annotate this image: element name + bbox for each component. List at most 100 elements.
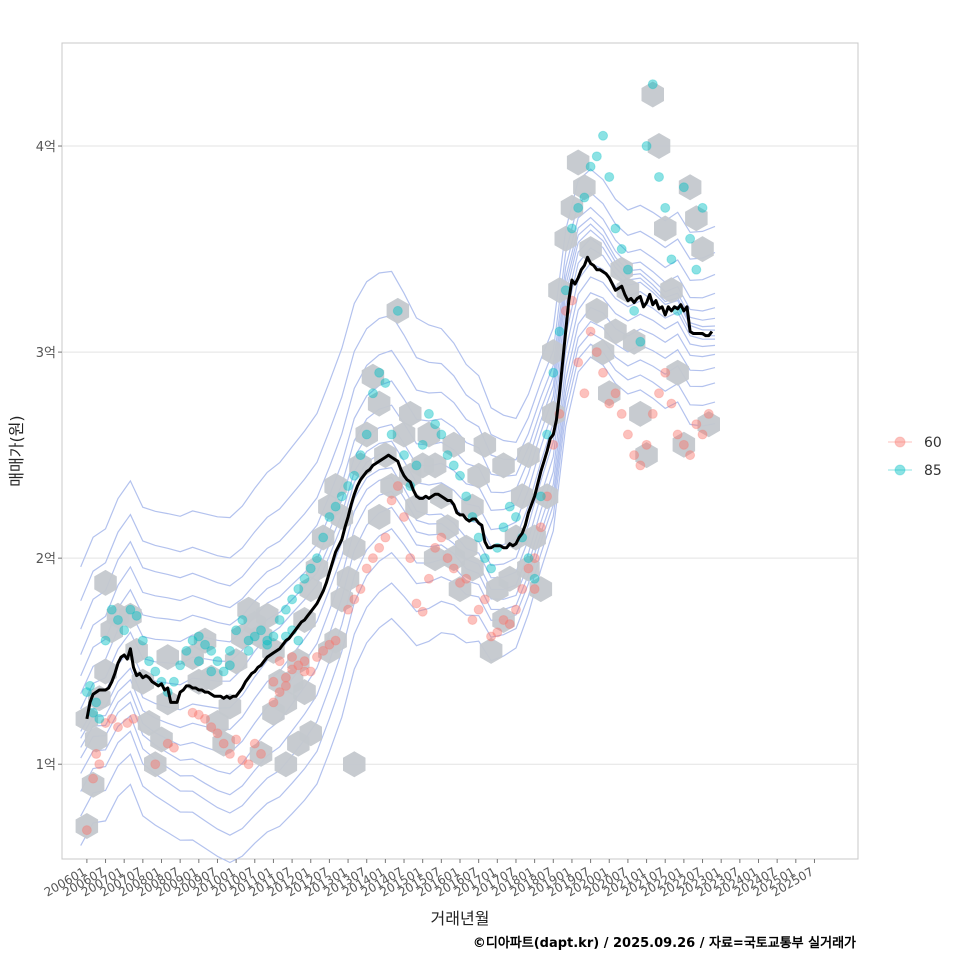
point-85 xyxy=(293,584,304,595)
point-60 xyxy=(498,614,509,625)
point-60 xyxy=(81,825,92,836)
hex-bin xyxy=(685,205,708,232)
contour-line-11 xyxy=(80,223,716,677)
point-60 xyxy=(193,709,204,720)
point-85 xyxy=(144,656,155,667)
point-60 xyxy=(231,734,242,745)
point-60 xyxy=(467,614,478,625)
hex-bin xyxy=(218,693,242,720)
point-60 xyxy=(380,532,391,543)
point-85 xyxy=(84,680,95,691)
hex-bin xyxy=(94,569,117,596)
point-85 xyxy=(442,450,453,461)
point-85 xyxy=(119,625,130,636)
point-85 xyxy=(622,264,633,275)
hex-bin xyxy=(75,813,99,839)
point-60 xyxy=(629,450,640,461)
hex-bin xyxy=(604,318,627,345)
point-60 xyxy=(417,606,428,617)
hex-bin xyxy=(249,740,273,767)
hex-bin xyxy=(436,514,459,541)
point-60 xyxy=(442,553,453,564)
hex-bin xyxy=(654,215,677,242)
hex-bin xyxy=(467,462,490,489)
point-85 xyxy=(206,645,217,656)
point-85 xyxy=(448,460,459,471)
hex-bin xyxy=(212,730,235,757)
hex-bin xyxy=(200,664,223,691)
point-60 xyxy=(510,604,521,615)
point-85 xyxy=(262,639,273,650)
point-60 xyxy=(249,738,260,749)
hex-bin xyxy=(517,555,540,582)
y-tick-label-2: 3억 xyxy=(36,346,56,361)
hex-bin xyxy=(367,390,391,417)
point-60 xyxy=(280,680,291,691)
point-85 xyxy=(455,470,465,481)
point-85 xyxy=(510,511,521,522)
point-85 xyxy=(635,336,646,347)
point-85 xyxy=(486,563,497,574)
hex-bin xyxy=(566,149,590,176)
point-85 xyxy=(318,532,329,543)
point-60 xyxy=(504,619,515,630)
hex-bin xyxy=(554,225,577,252)
point-85 xyxy=(473,532,484,543)
point-85 xyxy=(535,491,546,502)
point-60 xyxy=(386,495,397,506)
point-60 xyxy=(399,511,410,522)
point-60 xyxy=(703,408,714,419)
point-85 xyxy=(529,573,540,584)
point-60 xyxy=(128,713,139,724)
point-60 xyxy=(672,429,683,440)
y-axis: 1억 2억 3억 4억 xyxy=(36,140,62,773)
point-85 xyxy=(374,367,385,378)
source-caption: ©디아파트(dapt.kr) / 2025.09.26 / 자료=국토교통부 실… xyxy=(473,935,856,951)
point-85 xyxy=(355,450,366,461)
point-60 xyxy=(299,656,310,667)
point-85 xyxy=(249,631,260,642)
point-60 xyxy=(678,439,689,450)
point-85 xyxy=(274,614,285,625)
point-85 xyxy=(187,635,198,646)
point-85 xyxy=(280,604,291,615)
point-85 xyxy=(106,604,117,615)
x-axis-title: 거래년월 xyxy=(431,909,490,928)
point-85 xyxy=(237,614,248,625)
legend-label-85: 85 xyxy=(924,463,942,479)
point-85 xyxy=(629,305,640,316)
point-60 xyxy=(367,553,378,564)
hex-bin xyxy=(542,339,565,366)
plot-panel xyxy=(61,42,859,864)
point-85 xyxy=(100,635,111,646)
point-85 xyxy=(231,625,242,636)
hex-bin xyxy=(206,710,229,736)
point-60 xyxy=(324,639,335,650)
point-60 xyxy=(654,388,664,399)
point-85 xyxy=(591,151,602,162)
point-85 xyxy=(647,79,658,90)
hex-bin xyxy=(442,431,465,458)
y-tick-label-0: 1억 xyxy=(36,758,56,773)
point-85 xyxy=(573,202,584,213)
point-85 xyxy=(436,429,447,440)
hex-bin xyxy=(336,565,360,592)
point-85 xyxy=(131,610,142,621)
hex-bin xyxy=(311,524,335,551)
scatter-points xyxy=(81,79,714,836)
point-85 xyxy=(224,660,235,671)
point-85 xyxy=(548,367,559,378)
hex-bin xyxy=(560,194,584,221)
point-85 xyxy=(224,645,235,656)
point-60 xyxy=(405,553,416,564)
contour-line-15 xyxy=(80,168,716,568)
hex-bin xyxy=(517,442,540,469)
point-85 xyxy=(616,244,627,255)
hex-bin xyxy=(548,277,571,304)
point-60 xyxy=(168,742,179,753)
point-60 xyxy=(486,631,497,642)
y-axis-title: 매매가(원) xyxy=(7,415,26,486)
hex-bin xyxy=(461,555,484,582)
point-85 xyxy=(256,625,266,636)
